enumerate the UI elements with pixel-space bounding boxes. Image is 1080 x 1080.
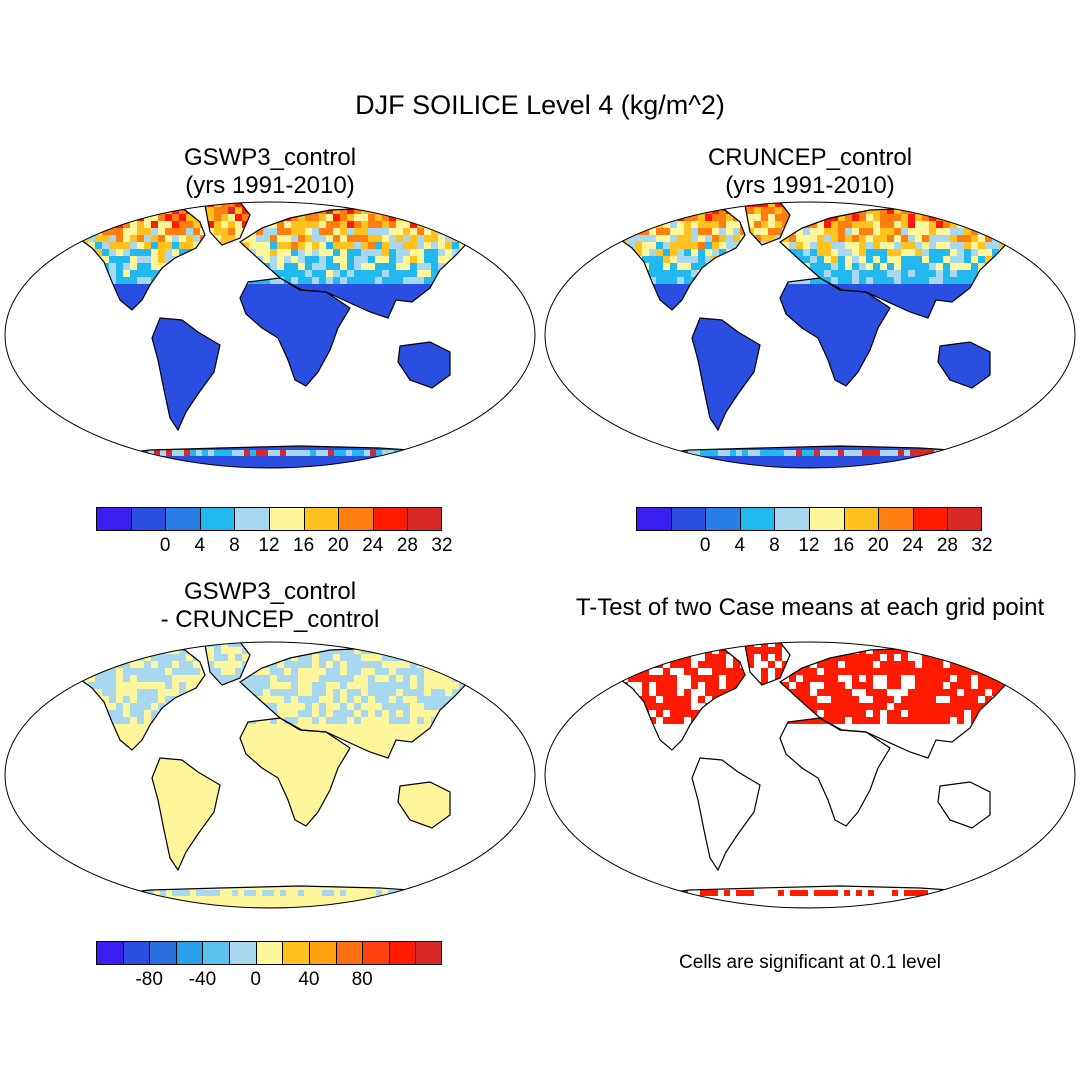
colorbar-cruncep-label: 0 [699, 535, 711, 556]
colorbar-diff-swatch [362, 941, 389, 965]
map-diff [4, 641, 536, 909]
land-south-america [152, 758, 220, 870]
map-gswp3 [4, 201, 536, 469]
map-field [70, 202, 470, 468]
colorbar-gswp3-label: 16 [293, 535, 315, 556]
colorbar-cruncep-label: 20 [867, 535, 889, 556]
coastlines [608, 202, 1011, 468]
map-border [544, 641, 1076, 909]
colorbar-diff-swatch [202, 941, 230, 965]
colorbar-cruncep-swatch [739, 507, 775, 531]
land-australia [938, 342, 990, 388]
land-australia [398, 342, 450, 388]
colorbar-diff-label: 80 [351, 969, 373, 990]
colorbar-cruncep-label: 32 [971, 535, 993, 556]
colorbar-gswp3-swatch [130, 507, 166, 531]
map-border [4, 201, 536, 469]
panel-title-diff: GSWP3_control - CRUNCEP_control [110, 578, 430, 634]
colorbar-cruncep-swatch [878, 507, 913, 531]
land-africa [240, 278, 350, 386]
colorbar-gswp3-swatch [303, 507, 339, 531]
map-field [610, 202, 1010, 468]
panel-title-ttest: T-Test of two Case means at each grid po… [575, 594, 1045, 621]
land-south-america [692, 318, 760, 430]
colorbar-gswp3-label: 28 [396, 535, 418, 556]
colorbar-gswp3-label: 24 [362, 535, 384, 556]
colorbar-diff-label: 40 [298, 969, 320, 990]
ttest-note: Cells are significant at 0.1 level [679, 952, 941, 973]
colorbar-cruncep-swatch [947, 507, 982, 531]
map-border [544, 201, 1076, 469]
colorbar-diff-swatch [175, 941, 203, 965]
colorbar-gswp3: 0 4 8 12 16 20 24 28 32 [96, 507, 453, 556]
map-cruncep [544, 201, 1076, 469]
colorbar-gswp3-swatch [338, 507, 373, 531]
colorbar-gswp3-swatch [407, 507, 442, 531]
colorbar-cruncep-swatch [705, 507, 740, 531]
panel-title-cruncep-line2: (yrs 1991-2010) [725, 172, 895, 199]
colorbar-cruncep-swatch [774, 507, 809, 531]
colorbar-gswp3-label: 20 [327, 535, 349, 556]
colorbar-diff-label: -80 [135, 969, 163, 990]
colorbar-cruncep-swatch [809, 507, 844, 531]
colorbar-gswp3-swatch [269, 507, 304, 531]
colorbar-diff-swatch [282, 941, 309, 965]
colorbar-cruncep-swatch [670, 507, 706, 531]
colorbar-cruncep-label: 4 [734, 535, 746, 556]
land-africa [240, 718, 350, 826]
colorbar-gswp3-swatch [234, 507, 269, 531]
colorbar-diff-swatch [96, 941, 123, 965]
colorbar-gswp3-label: 12 [258, 535, 280, 556]
colorbar-cruncep-swatch [843, 507, 879, 531]
map-field [70, 642, 470, 908]
panel-title-gswp3-line1: GSWP3_control [183, 144, 357, 171]
colorbar-cruncep-swatch [636, 507, 671, 531]
colorbar-gswp3-swatch [165, 507, 200, 531]
map-ttest [544, 641, 1076, 909]
panel-title-diff-line2: - CRUNCEP_control [160, 606, 380, 633]
colorbar-cruncep-label: 24 [902, 535, 924, 556]
colorbar-cruncep-swatch [912, 507, 948, 531]
colorbar-diff-swatch [335, 941, 363, 965]
colorbar-cruncep-label: 12 [798, 535, 820, 556]
colorbar-gswp3-label: 8 [229, 535, 240, 556]
land-australia [398, 782, 450, 828]
figure-title: DJF SOILICE Level 4 (kg/m^2) [355, 90, 725, 120]
colorbar-diff-swatch [149, 941, 176, 965]
colorbar-cruncep-label: 28 [936, 535, 958, 556]
panel-title-gswp3: GSWP3_control (yrs 1991-2010) [110, 144, 430, 200]
panel-title-cruncep-line1: CRUNCEP_control [707, 144, 913, 171]
panel-title-gswp3-line2: (yrs 1991-2010) [185, 172, 355, 199]
colorbar-gswp3-swatch [96, 507, 131, 531]
grid-cells [610, 642, 1010, 896]
colorbar-cruncep: 0 4 8 12 16 20 24 28 32 [636, 507, 993, 556]
colorbar-diff-label: 0 [250, 969, 261, 990]
map-field [610, 642, 1010, 896]
land-africa [780, 718, 890, 826]
colorbar-gswp3-label: 32 [431, 535, 453, 556]
colorbar-gswp3-swatch [372, 507, 408, 531]
panel-title-diff-line1: GSWP3_control [183, 578, 357, 605]
colorbar-diff-swatch [229, 941, 256, 965]
colorbar-gswp3-label: 4 [194, 535, 206, 556]
colorbar-diff-swatch [388, 941, 416, 965]
colorbar-gswp3-label: 0 [159, 535, 171, 556]
colorbar-diff: -80 -40 0 40 80 [96, 941, 442, 990]
colorbar-cruncep-label: 16 [833, 535, 855, 556]
colorbar-diff-swatch [255, 941, 283, 965]
colorbar-diff-swatch [308, 941, 336, 965]
colorbar-gswp3-swatch [199, 507, 235, 531]
map-border [4, 641, 536, 909]
land-africa [780, 278, 890, 386]
colorbar-cruncep-label: 8 [769, 535, 780, 556]
panel-title-cruncep: CRUNCEP_control (yrs 1991-2010) [650, 144, 970, 200]
land-south-america [152, 318, 220, 430]
colorbar-diff-label: -40 [188, 969, 217, 990]
colorbar-diff-swatch [415, 941, 442, 965]
colorbar-diff-swatch [122, 941, 150, 965]
